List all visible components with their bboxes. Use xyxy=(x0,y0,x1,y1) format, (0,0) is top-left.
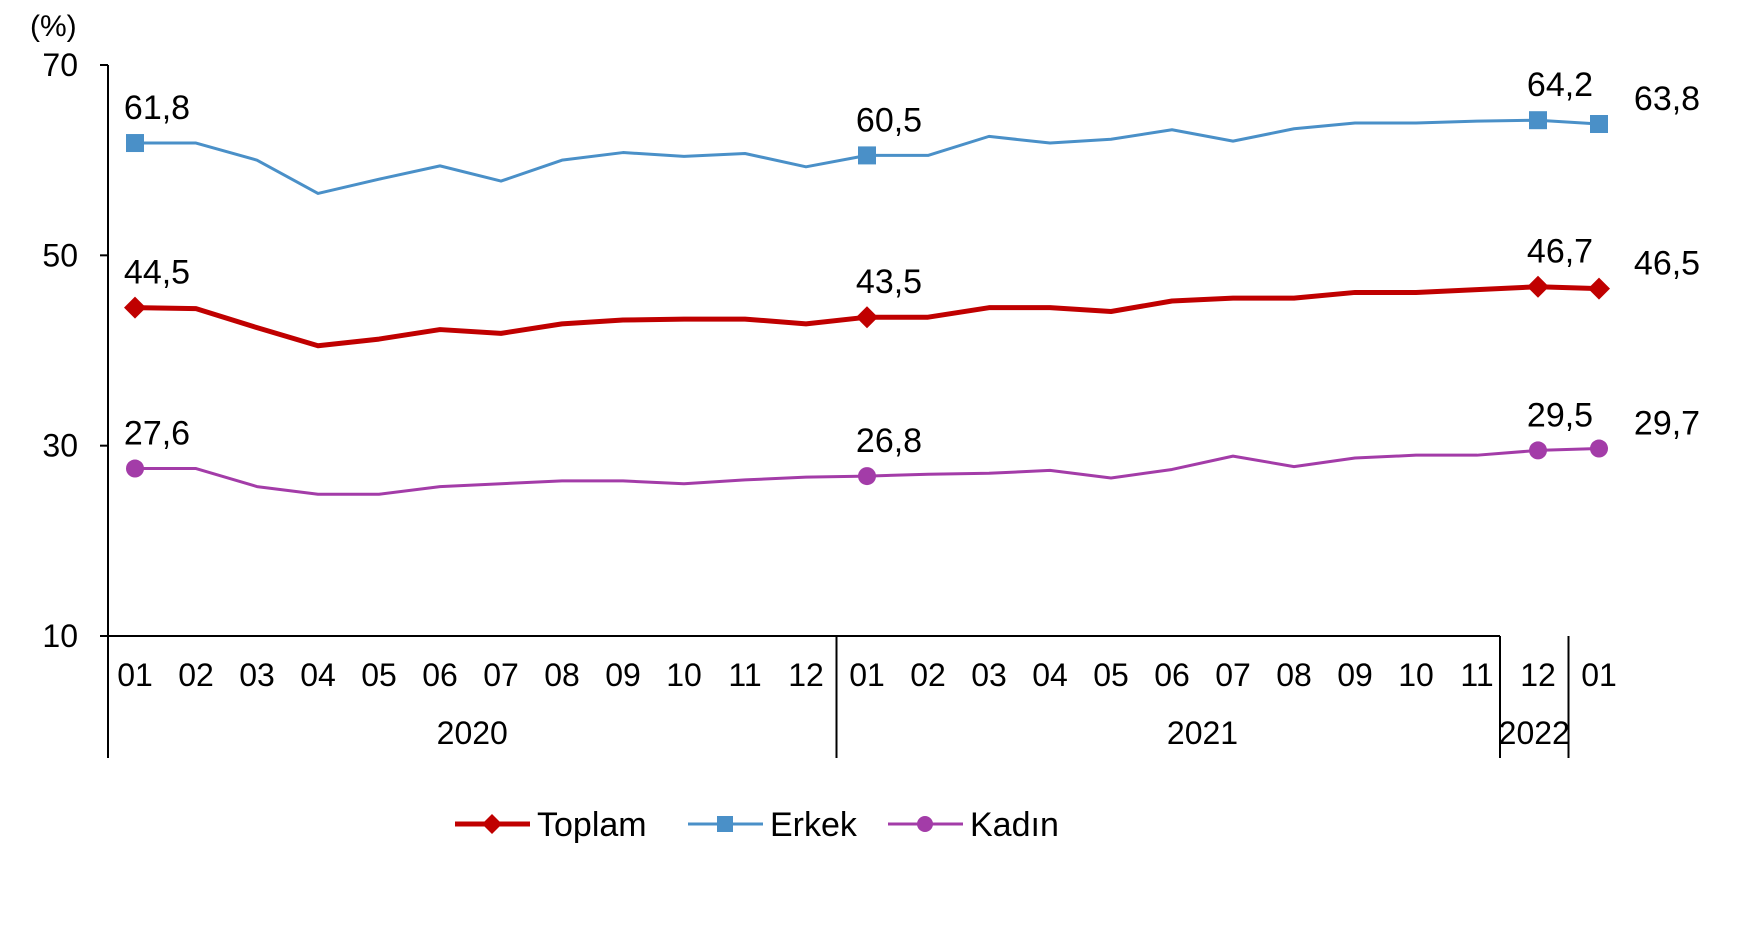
series-marker xyxy=(856,306,878,329)
data-label: 27,6 xyxy=(124,415,190,453)
x-tick-label: 09 xyxy=(605,657,641,693)
x-tick-label: 10 xyxy=(1398,657,1434,693)
series-marker xyxy=(858,146,876,165)
series-1 xyxy=(126,111,1608,195)
legend-label: Toplam xyxy=(537,806,647,844)
x-tick-label: 01 xyxy=(117,657,153,693)
year-group-label: 2022 xyxy=(1499,715,1570,751)
legend-swatch-marker xyxy=(717,816,733,832)
series-layer xyxy=(124,111,1610,496)
y-tick-label: 50 xyxy=(42,237,78,273)
series-marker xyxy=(1588,277,1610,300)
data-label: 44,5 xyxy=(124,254,190,292)
x-tick-label: 11 xyxy=(1460,657,1493,693)
series-0 xyxy=(124,275,1610,349)
x-tick-label: 11 xyxy=(728,657,761,693)
data-label: 61,8 xyxy=(124,89,190,127)
x-tick-label: 04 xyxy=(1032,657,1068,693)
x-tick-label: 12 xyxy=(788,657,824,693)
x-tick-label: 09 xyxy=(1337,657,1373,693)
data-label: 46,7 xyxy=(1527,233,1593,271)
x-tick-label: 06 xyxy=(1154,657,1190,693)
x-tick-label: 03 xyxy=(239,657,275,693)
x-tick-label: 02 xyxy=(910,657,946,693)
series-marker xyxy=(1529,441,1547,460)
x-tick-label: 01 xyxy=(1581,657,1617,693)
data-label: 26,8 xyxy=(856,422,922,460)
legend-item: Kadın xyxy=(888,806,1059,844)
series-marker xyxy=(1529,111,1547,130)
x-tick-label: 07 xyxy=(1215,657,1251,693)
y-tick-label: 10 xyxy=(42,618,78,654)
series-marker xyxy=(126,459,144,478)
x-tick-label: 05 xyxy=(1093,657,1129,693)
x-tick-label: 03 xyxy=(971,657,1007,693)
series-marker xyxy=(858,467,876,486)
x-tick-label: 04 xyxy=(300,657,336,693)
data-label: 64,2 xyxy=(1527,66,1593,104)
legend-item: Toplam xyxy=(455,806,647,844)
data-label: 60,5 xyxy=(856,101,922,139)
legend-label: Erkek xyxy=(770,806,858,844)
legend-item: Erkek xyxy=(688,806,858,844)
series-2 xyxy=(126,439,1608,496)
y-tick-label: 30 xyxy=(42,428,78,464)
data-label: 63,8 xyxy=(1634,80,1700,118)
year-group-label: 2021 xyxy=(1167,715,1238,751)
x-tick-label: 01 xyxy=(849,657,885,693)
x-tick-label: 12 xyxy=(1520,657,1556,693)
x-tick-label: 07 xyxy=(483,657,519,693)
series-marker xyxy=(124,296,146,319)
x-tick-label: 10 xyxy=(666,657,702,693)
data-label: 46,5 xyxy=(1634,245,1700,283)
x-tick-label: 08 xyxy=(1276,657,1312,693)
y-tick-label: 70 xyxy=(42,47,78,83)
legend: Toplam Erkek Kadın xyxy=(455,806,1059,844)
axes: 10 30 50 70 01 02 03 04 05 06 07 08 09 10 11 12 01 02 03 04… xyxy=(42,47,1617,758)
series-marker xyxy=(1527,275,1549,298)
data-label: 43,5 xyxy=(856,263,922,301)
data-label: 29,7 xyxy=(1634,405,1700,443)
legend-label: Kadın xyxy=(970,806,1059,844)
x-tick-label: 06 xyxy=(422,657,458,693)
x-tick-label: 05 xyxy=(361,657,397,693)
x-tick-label: 08 xyxy=(544,657,580,693)
series-marker xyxy=(1590,439,1608,458)
series-marker xyxy=(1590,115,1608,134)
series-marker xyxy=(126,134,144,153)
data-label: 29,5 xyxy=(1527,396,1593,434)
legend-swatch-marker xyxy=(482,814,502,834)
x-tick-label: 02 xyxy=(178,657,214,693)
data-labels: 44,5 43,5 46,7 46,5 61,8 60,5 64,2 63,8 27,6 26,8… xyxy=(124,66,1700,460)
year-group-label: 2020 xyxy=(437,715,508,751)
legend-swatch-marker xyxy=(917,816,933,832)
y-unit-label: (%) xyxy=(30,10,77,43)
